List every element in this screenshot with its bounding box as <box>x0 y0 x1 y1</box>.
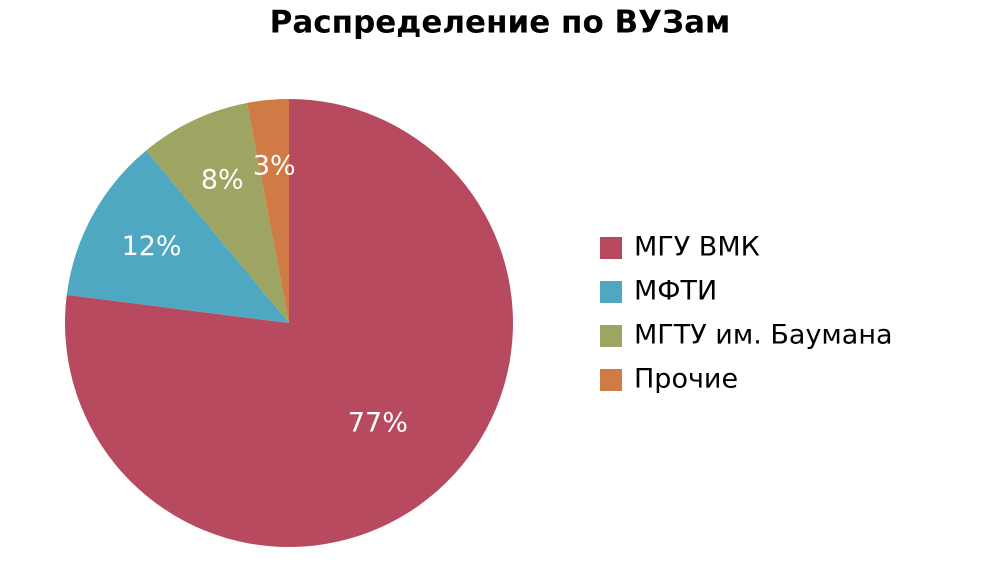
pie-slice <box>247 99 289 323</box>
pie-slice <box>146 102 289 324</box>
data-label: 3% <box>253 150 296 181</box>
legend-swatch <box>600 237 622 259</box>
legend-swatch <box>600 325 622 347</box>
legend-label: Прочие <box>634 364 738 395</box>
legend-label: МГТУ им. Баумана <box>634 320 893 351</box>
legend-label: МФТИ <box>634 276 717 307</box>
legend-swatch <box>600 369 622 391</box>
data-label: 12% <box>122 231 182 262</box>
data-label: 77% <box>348 407 408 438</box>
data-label: 8% <box>201 165 244 196</box>
chart-title: Распределение по ВУЗам <box>270 5 731 41</box>
pie-slice <box>66 150 290 323</box>
legend-swatch <box>600 281 622 303</box>
legend-label: МГУ ВМК <box>634 232 760 263</box>
